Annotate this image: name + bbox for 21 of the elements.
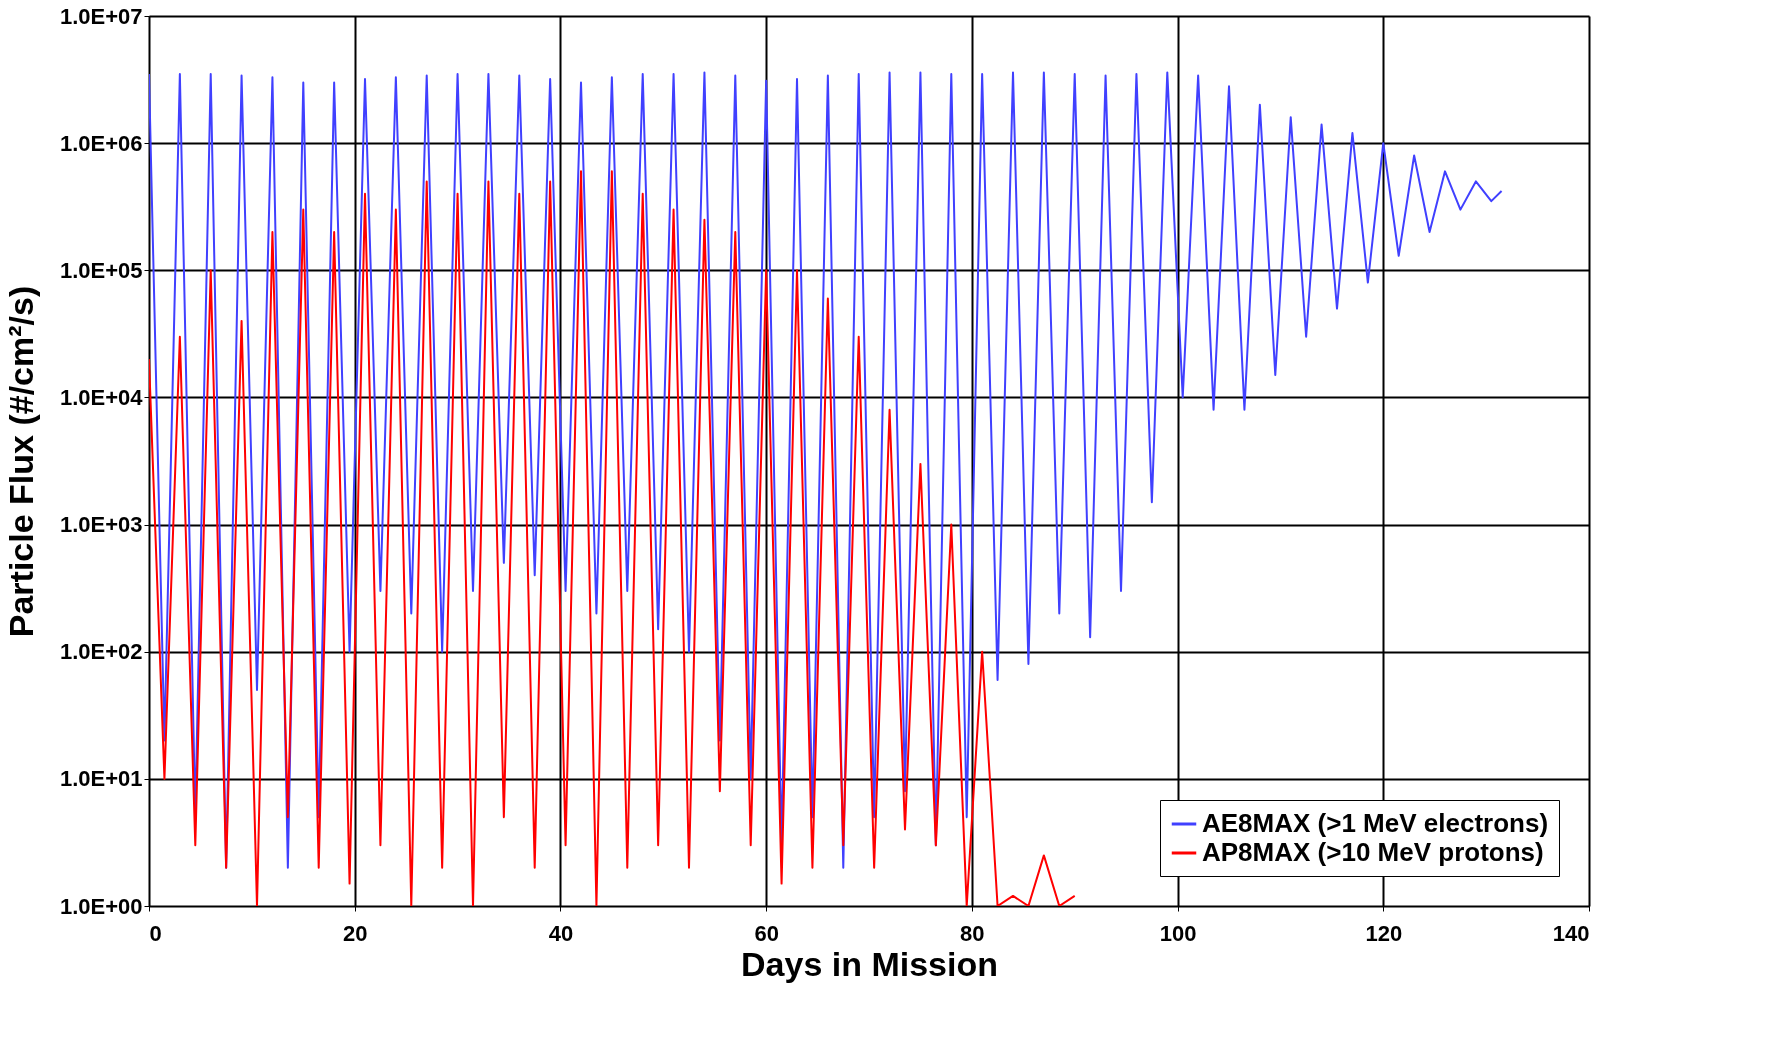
legend-label: AE8MAX (>1 MeV electrons) [1202,808,1549,838]
x-tick-label: 0 [149,920,162,946]
x-tick-label: 20 [342,920,368,946]
x-tick-label: 40 [548,920,574,946]
y-tick-label: 1.0E+03 [59,512,143,538]
y-tick-label: 1.0E+05 [59,257,143,283]
line-series [149,170,1076,906]
y-tick-label: 1.0E+06 [59,130,143,156]
y-tick-label: 1.0E+01 [59,766,143,792]
y-tick-label: 1.0E+02 [59,639,143,665]
y-tick-label: 1.0E+04 [59,384,144,410]
y-tick-label: 1.0E+07 [59,3,143,29]
x-tick-label: 60 [754,920,779,946]
x-axis-title: Days in Mission [741,944,998,983]
x-tick-label: 120 [1365,920,1403,946]
y-tick-label: 1.0E+00 [59,893,143,919]
x-tick-label: 140 [1552,920,1590,946]
x-tick-label: 100 [1159,920,1197,946]
legend-label: AP8MAX (>10 MeV protons) [1202,837,1544,867]
x-tick-label: 80 [960,920,985,946]
y-axis-title: Particle Flux (#/cm²/s) [1,285,40,638]
